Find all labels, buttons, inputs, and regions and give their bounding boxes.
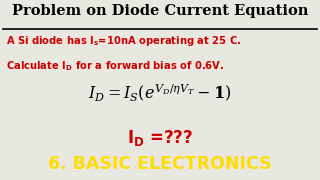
Text: A Si diode has $\mathbf{I_s}$=10nA operating at 25 C.: A Si diode has $\mathbf{I_s}$=10nA opera…	[6, 34, 242, 48]
Text: $\mathbf{I_D}$ =???: $\mathbf{I_D}$ =???	[127, 128, 193, 148]
Text: Calculate $\mathbf{I_D}$ for a forward bias of 0.6V.: Calculate $\mathbf{I_D}$ for a forward b…	[6, 59, 225, 73]
Text: $I_D = I_S\left(e^{V_D/\eta V_T} - \mathbf{1}\right)$: $I_D = I_S\left(e^{V_D/\eta V_T} - \math…	[88, 83, 232, 104]
Text: Problem on Diode Current Equation: Problem on Diode Current Equation	[12, 4, 308, 19]
Text: 6. BASIC ELECTRONICS: 6. BASIC ELECTRONICS	[48, 155, 272, 173]
